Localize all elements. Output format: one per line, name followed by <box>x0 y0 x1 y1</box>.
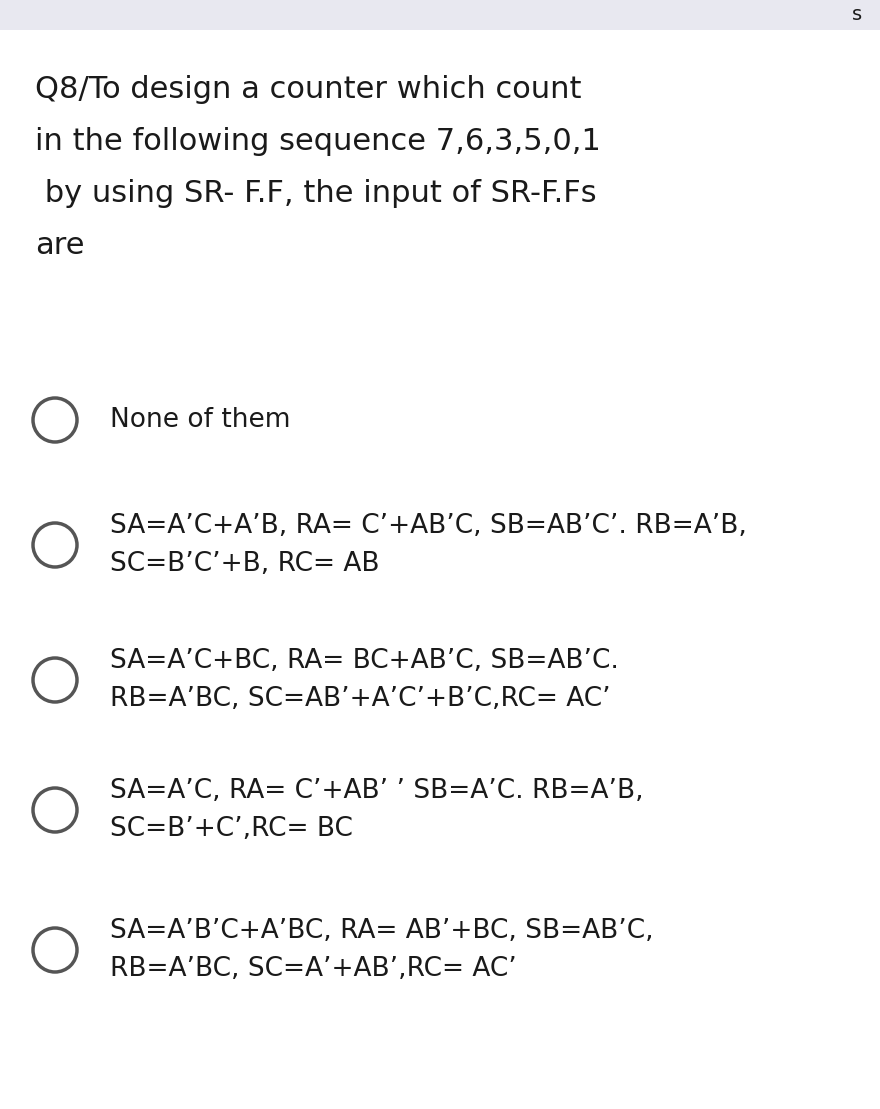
Text: SA=A’C+A’B, RA= C’+AB’C, SB=AB’C’. RB=A’B,: SA=A’C+A’B, RA= C’+AB’C, SB=AB’C’. RB=A’… <box>110 513 747 539</box>
Text: SC=B’C’+B, RC= AB: SC=B’C’+B, RC= AB <box>110 551 379 577</box>
Text: SC=B’+C’,RC= BC: SC=B’+C’,RC= BC <box>110 816 353 842</box>
Text: None of them: None of them <box>110 407 290 433</box>
Text: SA=A’B’C+A’BC, RA= AB’+BC, SB=AB’C,: SA=A’B’C+A’BC, RA= AB’+BC, SB=AB’C, <box>110 918 654 944</box>
Text: s: s <box>852 6 862 24</box>
Text: are: are <box>35 231 84 260</box>
Text: SA=A’C, RA= C’+AB’ ’ SB=A’C. RB=A’B,: SA=A’C, RA= C’+AB’ ’ SB=A’C. RB=A’B, <box>110 779 643 804</box>
Text: Q8/To design a counter which count: Q8/To design a counter which count <box>35 75 582 104</box>
Text: RB=A’BC, SC=A’+AB’,RC= AC’: RB=A’BC, SC=A’+AB’,RC= AC’ <box>110 956 517 981</box>
Text: in the following sequence 7,6,3,5,0,1: in the following sequence 7,6,3,5,0,1 <box>35 128 601 156</box>
Bar <box>0 0 880 30</box>
Text: by using SR- F.F, the input of SR-F.Fs: by using SR- F.F, the input of SR-F.Fs <box>35 179 597 208</box>
Text: SA=A’C+BC, RA= BC+AB’C, SB=AB’C.: SA=A’C+BC, RA= BC+AB’C, SB=AB’C. <box>110 648 619 674</box>
Text: RB=A’BC, SC=AB’+A’C’+B’C,RC= AC’: RB=A’BC, SC=AB’+A’C’+B’C,RC= AC’ <box>110 686 611 712</box>
